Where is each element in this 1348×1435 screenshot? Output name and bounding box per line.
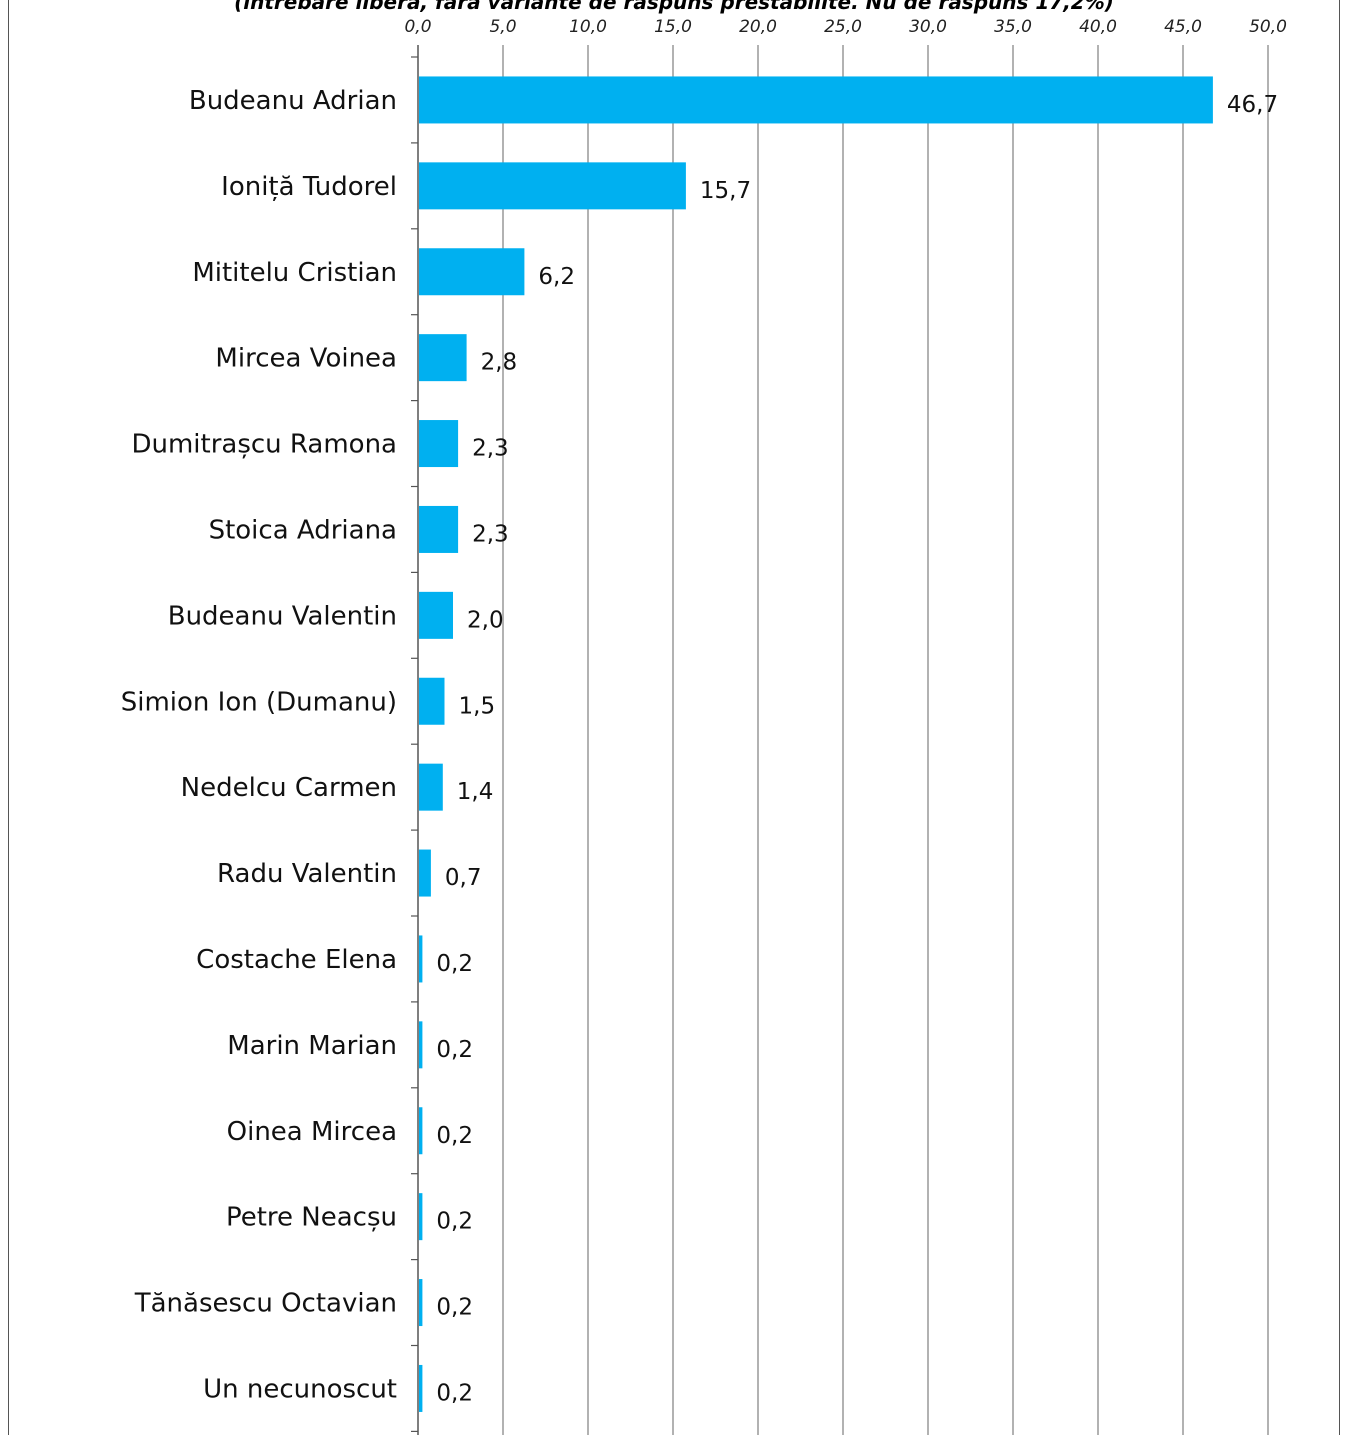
- data-label: 0,7: [445, 865, 482, 891]
- bar-chart: 0,0 5,0 10,0 15,0 20,0 25,0 30,0 35,0 40,0 45,0 50…: [121, 17, 1287, 1435]
- bar: [419, 420, 459, 468]
- bar: [419, 76, 1213, 124]
- bar: [419, 677, 445, 725]
- chart-title: (întrebare liberă, fără variante de răsp…: [234, 0, 1114, 14]
- category-label: Oinea Mircea: [227, 1117, 397, 1147]
- data-label: 2,3: [472, 436, 509, 462]
- x-tick-label: 25,0: [824, 17, 862, 37]
- data-label: 0,2: [436, 1295, 473, 1321]
- bar: [419, 1107, 423, 1155]
- category-label: Stoica Adriana: [209, 515, 397, 545]
- data-label: 0,2: [436, 951, 473, 977]
- x-tick-label: 40,0: [1079, 17, 1117, 37]
- bar: [419, 849, 431, 897]
- bar: [419, 162, 686, 210]
- data-label: 0,2: [436, 1123, 473, 1149]
- data-label: 0,2: [436, 1380, 473, 1406]
- bar: [419, 1021, 423, 1069]
- category-label: Costache Elena: [196, 945, 397, 975]
- bar: [419, 505, 459, 553]
- data-label: 2,3: [472, 521, 509, 547]
- category-label: Radu Valentin: [217, 859, 397, 889]
- bar: [419, 334, 467, 382]
- bar: [419, 248, 525, 296]
- bar: [419, 591, 453, 639]
- x-tick-label: 35,0: [994, 17, 1032, 37]
- data-label: 0,2: [436, 1037, 473, 1063]
- data-label: 1,4: [457, 779, 494, 805]
- category-label: Petre Neacșu: [226, 1203, 397, 1233]
- category-label: Simion Ion (Dumanu): [121, 687, 397, 717]
- bar: [419, 935, 423, 983]
- category-label: Dumitrașcu Ramona: [131, 430, 397, 460]
- data-label: 46,7: [1227, 92, 1278, 118]
- x-tick-label: 20,0: [739, 17, 777, 37]
- data-label: 1,5: [459, 693, 496, 719]
- x-tick-label: 5,0: [489, 17, 516, 37]
- category-label: Tănăsescu Octavian: [134, 1289, 397, 1319]
- data-label: 6,2: [538, 264, 575, 290]
- category-label: Budeanu Valentin: [168, 601, 397, 631]
- x-tick-label: 50,0: [1249, 17, 1287, 37]
- category-label: Ioniță Tudorel: [221, 172, 397, 202]
- category-label: Mititelu Cristian: [192, 258, 397, 288]
- category-label: Un necunoscut: [203, 1374, 397, 1404]
- category-label: Nedelcu Carmen: [181, 773, 397, 803]
- x-tick-label: 45,0: [1164, 17, 1202, 37]
- data-label: 2,8: [481, 350, 518, 376]
- x-tick-label: 0,0: [404, 17, 431, 37]
- bar: [419, 763, 443, 811]
- x-tick-label: 10,0: [569, 17, 607, 37]
- x-tick-label: 15,0: [654, 17, 692, 37]
- chart-frame: 0,0 5,0 10,0 15,0 20,0 25,0 30,0 35,0 40,0 45,0 50…: [8, 0, 1340, 1435]
- data-label: 2,0: [467, 607, 504, 633]
- bar: [419, 1364, 423, 1412]
- category-label: Budeanu Adrian: [189, 86, 397, 116]
- category-label: Marin Marian: [227, 1031, 397, 1061]
- bar: [419, 1279, 423, 1327]
- data-label: 0,2: [436, 1209, 473, 1235]
- category-label: Mircea Voinea: [215, 344, 397, 374]
- x-tick-label: 30,0: [909, 17, 947, 37]
- bar: [419, 1193, 423, 1241]
- data-label: 15,7: [700, 178, 751, 204]
